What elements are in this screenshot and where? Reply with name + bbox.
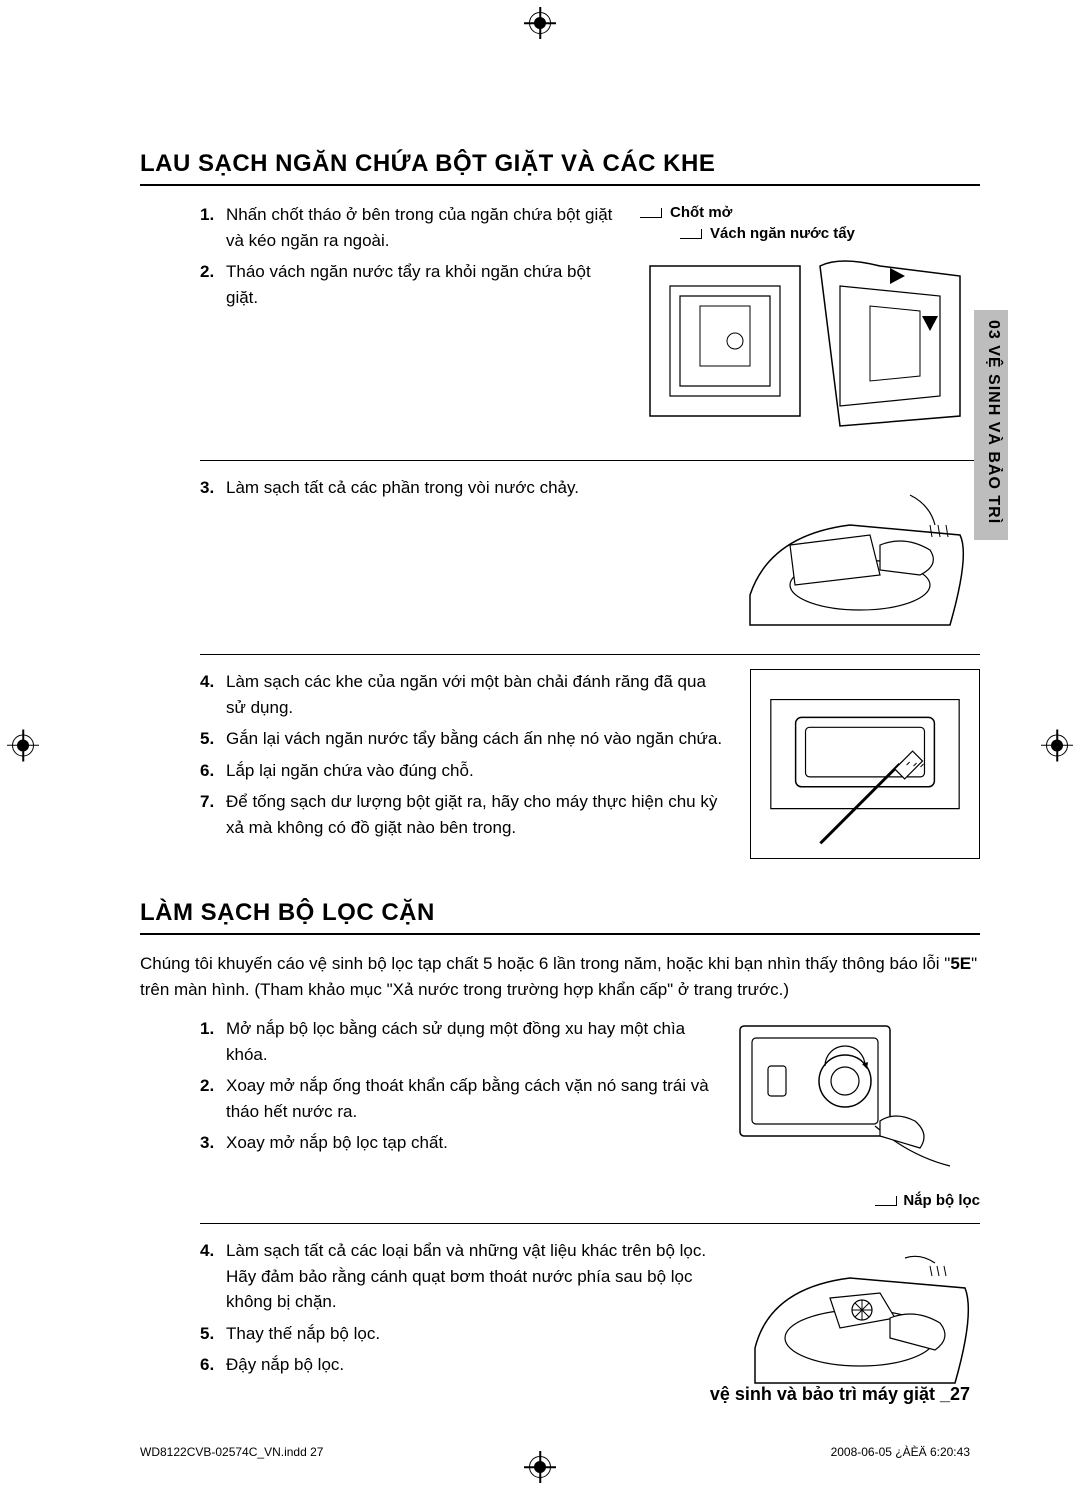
- step-block-4: 1.Mở nắp bộ lọc bằng cách sử dụng một đồ…: [140, 1016, 980, 1209]
- illustration-open-filter: [730, 1016, 970, 1186]
- registration-mark-icon: [1046, 734, 1068, 761]
- steps-list: 1.Nhấn chốt tháo ở bên trong của ngăn ch…: [140, 202, 620, 310]
- illustration-drawer-remove: [640, 246, 970, 446]
- step-block-2: 3.Làm sạch tất cả các phần trong vòi nướ…: [140, 475, 980, 640]
- manual-page: 03 VỆ SINH VÀ BẢO TRÌ LAU SẠCH NGĂN CHỨA…: [0, 0, 1080, 1495]
- section-tab-label: 03 VỆ SINH VÀ BẢO TRÌ: [984, 320, 1002, 530]
- print-meta-file: WD8122CVB-02574C_VN.indd 27: [140, 1445, 323, 1459]
- step-item: 4.Làm sạch các khe của ngăn với một bàn …: [200, 669, 730, 720]
- divider: [200, 460, 980, 461]
- page-footer: vệ sinh và bảo trì máy giặt _27: [710, 1384, 970, 1405]
- step-item: 4.Làm sạch tất cả các loại bẩn và những …: [200, 1238, 720, 1315]
- step-item: 5.Thay thế nắp bộ lọc.: [200, 1321, 720, 1347]
- section-heading-drawer: LAU SẠCH NGĂN CHỨA BỘT GIẶT VÀ CÁC KHE: [140, 150, 980, 186]
- illustration-brush-recess: [750, 669, 980, 859]
- step-item: 6.Lắp lại ngăn chứa vào đúng chỗ.: [200, 758, 730, 784]
- registration-mark-icon: [529, 12, 551, 39]
- step-block-1: 1.Nhấn chốt tháo ở bên trong của ngăn ch…: [140, 202, 980, 446]
- callout-bleach-divider: Vách ngăn nước tẩy: [680, 225, 980, 242]
- step-item: 1.Nhấn chốt tháo ở bên trong của ngăn ch…: [200, 202, 620, 253]
- callout-release-lever: Chốt mở: [640, 204, 980, 221]
- section-intro: Chúng tôi khuyến cáo vệ sinh bộ lọc tạp …: [140, 951, 980, 1002]
- print-meta-timestamp: 2008-06-05 ¿ÀÈÄ 6:20:43: [831, 1445, 970, 1459]
- step-item: 2.Xoay mở nắp ống thoát khẩn cấp bằng cá…: [200, 1073, 710, 1124]
- steps-list: 3.Làm sạch tất cả các phần trong vòi nướ…: [140, 475, 710, 501]
- section-heading-filter: LÀM SẠCH BỘ LỌC CẶN: [140, 899, 980, 935]
- steps-list: 4.Làm sạch tất cả các loại bẩn và những …: [140, 1238, 720, 1378]
- steps-list: 4.Làm sạch các khe của ngăn với một bàn …: [140, 669, 730, 840]
- step-block-5: 4.Làm sạch tất cả các loại bẩn và những …: [140, 1238, 980, 1398]
- step-item: 3.Làm sạch tất cả các phần trong vòi nướ…: [200, 475, 710, 501]
- step-item: 5.Gắn lại vách ngăn nước tẩy bằng cách ấ…: [200, 726, 730, 752]
- step-item: 3.Xoay mở nắp bộ lọc tạp chất.: [200, 1130, 710, 1156]
- divider: [200, 1223, 980, 1224]
- divider: [200, 654, 980, 655]
- step-item: 7.Để tống sạch dư lượng bột giặt ra, hãy…: [200, 789, 730, 840]
- step-item: 1.Mở nắp bộ lọc bằng cách sử dụng một đồ…: [200, 1016, 710, 1067]
- steps-list: 1.Mở nắp bộ lọc bằng cách sử dụng một đồ…: [140, 1016, 710, 1156]
- step-item: 2.Tháo vách ngăn nước tẩy ra khỏi ngăn c…: [200, 259, 620, 310]
- registration-mark-icon: [529, 1456, 551, 1483]
- step-item: 6.Đậy nắp bộ lọc.: [200, 1352, 720, 1378]
- illustration-clean-filter: [740, 1238, 980, 1398]
- callout-filter-cap: Nắp bộ lọc: [730, 1192, 980, 1209]
- registration-mark-icon: [12, 734, 34, 761]
- illustration-rinse: [730, 475, 980, 640]
- step-block-3: 4.Làm sạch các khe của ngăn với một bàn …: [140, 669, 980, 859]
